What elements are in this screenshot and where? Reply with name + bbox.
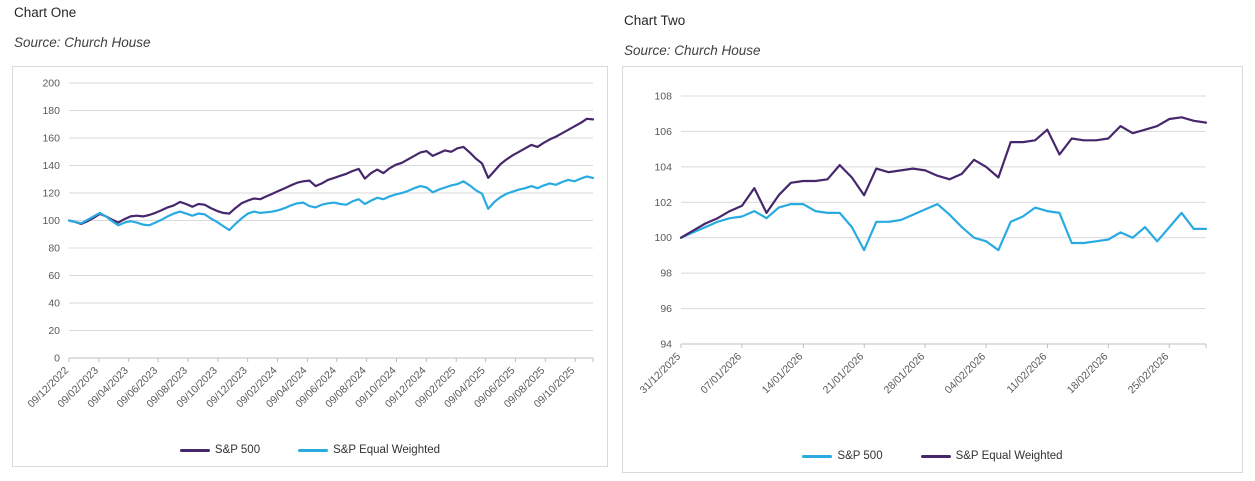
- legend-label: S&P Equal Weighted: [333, 444, 441, 456]
- legend-item-s-p-500: S&P 500: [179, 444, 261, 456]
- svg-text:180: 180: [42, 105, 60, 117]
- legend-item-s-p-equal-weighted: S&P Equal Weighted: [920, 450, 1063, 462]
- svg-text:106: 106: [654, 126, 672, 138]
- legend-line-swatch: [920, 454, 951, 458]
- legend-label: S&P 500: [837, 450, 883, 462]
- legend-label: S&P 500: [214, 444, 261, 456]
- legend-label: S&P Equal Weighted: [955, 450, 1063, 462]
- chart-two-plot: 94 96 98 100 102 104 106 108 31/12/2025 07/01/202…: [637, 91, 1208, 397]
- chart-two-source: Source: Church House: [624, 43, 761, 58]
- chart-one-box: 0 20 40 60 80 100 120 140 160 180 200 09/12/2022 09/…: [12, 66, 608, 467]
- svg-text:60: 60: [48, 270, 60, 282]
- chart-two-box: 94 96 98 100 102 104 106 108 31/12/2025 07/01/202…: [622, 66, 1243, 473]
- svg-text:04/02/2026: 04/02/2026: [942, 351, 988, 397]
- svg-text:100: 100: [42, 215, 60, 227]
- svg-text:18/02/2026: 18/02/2026: [1065, 351, 1111, 397]
- legend-item-s-p-500: S&P 500: [802, 450, 883, 462]
- svg-text:07/01/2026: 07/01/2026: [698, 351, 744, 397]
- chart-two-legend: S&P 500 S&P Equal Weighted: [623, 450, 1242, 462]
- svg-text:14/01/2026: 14/01/2026: [760, 351, 806, 397]
- svg-text:102: 102: [654, 197, 672, 209]
- svg-text:140: 140: [42, 160, 60, 172]
- svg-text:98: 98: [660, 268, 672, 280]
- svg-text:120: 120: [42, 188, 60, 200]
- svg-text:94: 94: [660, 339, 672, 351]
- svg-text:104: 104: [654, 161, 672, 173]
- svg-text:25/02/2026: 25/02/2026: [1126, 351, 1172, 397]
- svg-text:160: 160: [42, 133, 60, 145]
- chart-one-plot: 02040608010012014016018020009/12/202209/…: [25, 78, 595, 410]
- legend-line-swatch: [298, 448, 329, 452]
- svg-text:108: 108: [654, 91, 672, 103]
- svg-text:80: 80: [48, 243, 60, 255]
- legend-line-swatch: [802, 454, 833, 458]
- svg-text:40: 40: [48, 298, 60, 310]
- svg-text:200: 200: [42, 78, 60, 90]
- svg-text:20: 20: [48, 325, 60, 337]
- chart-two-title: Chart Two: [624, 13, 686, 28]
- svg-text:100: 100: [654, 232, 672, 244]
- svg-text:96: 96: [660, 303, 672, 315]
- svg-text:0: 0: [54, 353, 60, 365]
- svg-text:31/12/2025: 31/12/2025: [637, 351, 683, 397]
- svg-text:11/02/2026: 11/02/2026: [1004, 351, 1049, 396]
- chart-one-legend: S&P 500 S&P Equal Weighted: [13, 444, 607, 456]
- chart-one-source: Source: Church House: [14, 35, 151, 50]
- legend-line-swatch: [179, 448, 210, 452]
- chart-one-title: Chart One: [14, 5, 77, 20]
- legend-item-s-p-equal-weighted: S&P Equal Weighted: [298, 444, 440, 456]
- svg-text:28/01/2026: 28/01/2026: [882, 351, 928, 397]
- svg-text:21/01/2026: 21/01/2026: [821, 351, 867, 397]
